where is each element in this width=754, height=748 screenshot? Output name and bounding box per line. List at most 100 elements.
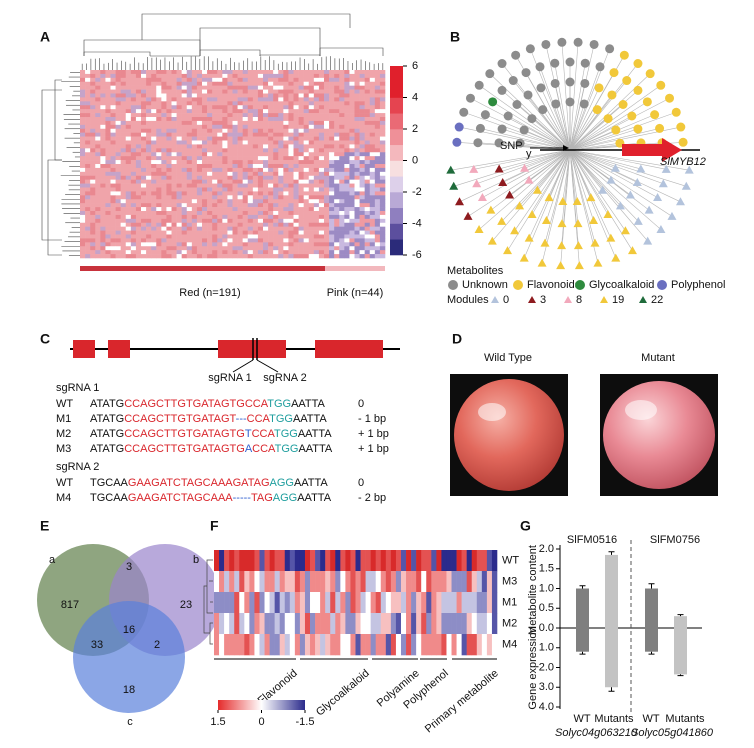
heatmap-cell xyxy=(344,144,350,149)
heatmap-cell xyxy=(303,254,310,259)
heatmap-cell xyxy=(146,85,152,90)
heatmap-cell xyxy=(349,73,355,79)
colorbar-step xyxy=(390,160,403,177)
heatmap-cell xyxy=(359,144,365,149)
heatmap-cell xyxy=(288,85,294,90)
heatmap-cell xyxy=(471,613,478,635)
row-label: M4 xyxy=(502,638,517,650)
edge xyxy=(569,66,601,151)
heatmap-cell xyxy=(344,171,350,177)
heatmap-cell xyxy=(308,109,315,114)
heatmap-cell xyxy=(224,592,230,614)
heatmap-cell xyxy=(339,164,345,169)
heatmap-cell xyxy=(196,195,203,200)
heatmap-cell xyxy=(202,230,208,235)
heatmap-cell xyxy=(308,128,315,133)
heatmap-cell xyxy=(125,136,132,141)
heatmap-cell xyxy=(320,634,326,656)
heatmap-cell xyxy=(222,242,228,247)
heatmap-cell xyxy=(288,148,294,153)
heatmap-cell xyxy=(141,203,147,208)
heatmap-cell xyxy=(318,191,325,196)
heatmap-cell xyxy=(247,203,254,208)
heatmap-cell xyxy=(90,207,96,212)
heatmap-cell xyxy=(273,156,279,161)
heatmap-cell xyxy=(156,109,162,114)
heatmap-cell xyxy=(370,592,377,614)
heatmap-cell xyxy=(120,230,127,235)
heatmap-cell xyxy=(212,148,218,153)
sequence-segment: AATTA xyxy=(294,477,328,489)
heatmap-cell xyxy=(263,70,269,75)
heatmap-cell xyxy=(273,97,279,102)
heatmap-cell xyxy=(161,167,167,173)
heatmap-cell xyxy=(135,140,142,145)
heatmap-cell xyxy=(176,167,182,173)
heatmap-cell xyxy=(214,571,220,593)
heatmap-cell xyxy=(202,164,208,169)
heatmap-cell xyxy=(90,230,96,235)
heatmap-cell xyxy=(176,183,182,188)
heatmap-cell xyxy=(244,634,250,656)
heatmap-cell xyxy=(339,85,345,90)
heatmap-cell xyxy=(379,214,386,220)
module-node xyxy=(540,238,550,247)
heatmap-cell xyxy=(232,144,238,149)
heatmap-cell xyxy=(257,148,264,153)
heatmap-cell xyxy=(359,93,365,98)
heatmap-cell xyxy=(374,230,381,235)
heatmap-cell xyxy=(135,207,142,212)
heatmap-cell xyxy=(247,199,254,204)
heatmap-cell xyxy=(247,97,254,102)
colorbar-step xyxy=(390,176,403,193)
heatmap-cell xyxy=(283,250,289,255)
heatmap-cell xyxy=(176,238,182,243)
heatmap-cell xyxy=(105,117,111,122)
panel-letter: G xyxy=(520,518,531,534)
heatmap-cell xyxy=(85,195,91,200)
heatmap-cell xyxy=(247,117,254,122)
heatmap-cell xyxy=(196,164,203,169)
heatmap-cell xyxy=(85,191,91,196)
heatmap-cell xyxy=(406,634,412,656)
heatmap-cell xyxy=(247,89,254,94)
heatmap-cell xyxy=(308,222,315,227)
heatmap-cell xyxy=(227,152,233,157)
heatmap-cell xyxy=(237,238,243,243)
heatmap-cell xyxy=(237,171,243,177)
heatmap-cell xyxy=(135,187,142,192)
heatmap-cell xyxy=(318,120,325,126)
heatmap-cell xyxy=(344,89,350,94)
heatmap-cell xyxy=(222,191,228,196)
heatmap-cell xyxy=(254,634,260,656)
dendro-branch xyxy=(54,79,62,161)
heatmap-cell xyxy=(80,199,86,204)
heatmap-cell xyxy=(334,218,340,224)
heatmap-cell xyxy=(324,120,330,126)
heatmap-cell xyxy=(202,207,208,212)
heatmap-cell xyxy=(207,226,213,231)
heatmap-cell xyxy=(303,211,310,216)
heatmap-cell xyxy=(156,167,162,173)
legend-label: 3 xyxy=(540,294,546,306)
heatmap-cell xyxy=(212,81,218,86)
heatmap-cell xyxy=(239,592,245,614)
heatmap-cell xyxy=(259,592,265,614)
heatmap-cell xyxy=(334,156,340,161)
heatmap-cell xyxy=(263,105,269,110)
heatmap-cell xyxy=(181,246,188,251)
heatmap-cell xyxy=(212,85,218,90)
row-label: M2 xyxy=(502,617,517,629)
heatmap-cell xyxy=(329,164,335,169)
heatmap-cell xyxy=(115,117,121,122)
heatmap-cell xyxy=(254,613,260,635)
heatmap-cell xyxy=(247,183,254,188)
heatmap-cell xyxy=(202,140,208,145)
heatmap-cell xyxy=(207,222,213,227)
heatmap-cell xyxy=(186,164,193,169)
heatmap-cell xyxy=(125,109,132,114)
heatmap-cell xyxy=(293,167,299,173)
heatmap-cell xyxy=(273,246,279,251)
heatmap-cell xyxy=(329,218,335,224)
heatmap-cell xyxy=(186,136,193,141)
